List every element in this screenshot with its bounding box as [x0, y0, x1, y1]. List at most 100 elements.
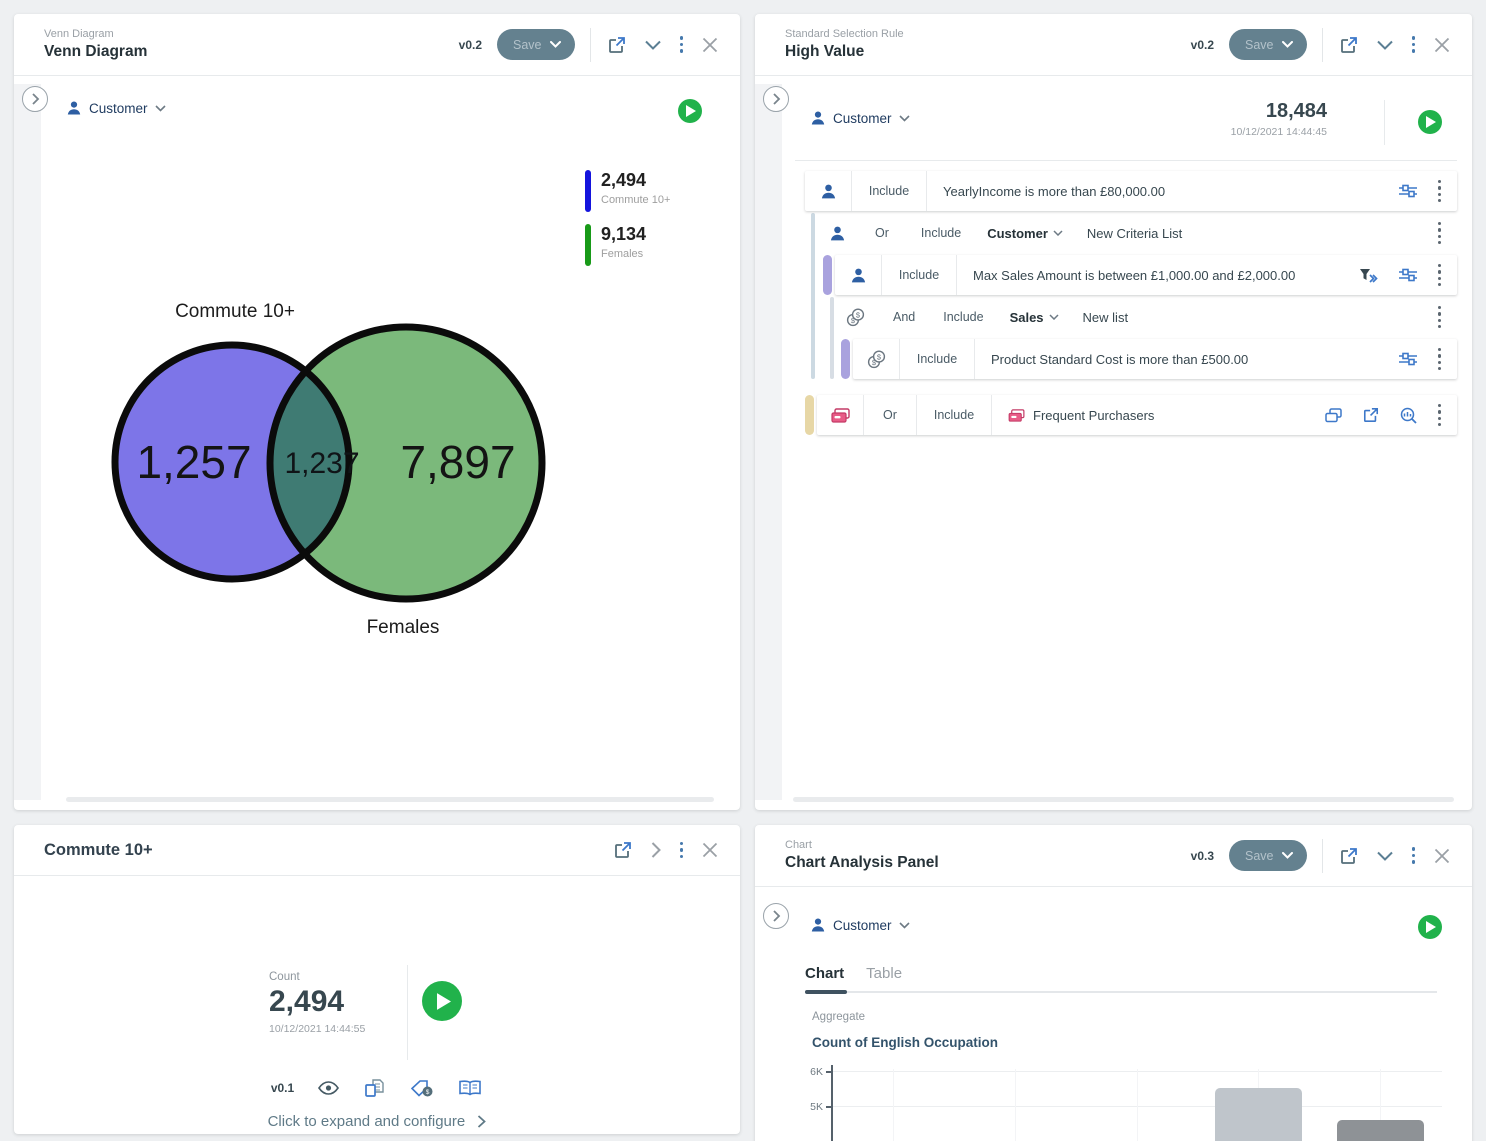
divider — [589, 27, 591, 62]
divider — [1384, 100, 1385, 145]
duplicate-icon[interactable] — [1323, 406, 1344, 425]
legend-swatch-blue — [585, 170, 591, 212]
gridline — [1015, 1069, 1016, 1141]
version-badge: v0.2 — [458, 37, 482, 52]
expand-configure-link[interactable]: Click to expand and configure — [14, 1113, 740, 1130]
more-options-icon[interactable] — [678, 34, 686, 55]
rule-row[interactable]: Include Max Sales Amount is between £1,0… — [823, 255, 1457, 295]
close-icon[interactable] — [700, 840, 720, 860]
open-in-new-icon[interactable] — [1361, 405, 1381, 425]
expand-chevron-icon[interactable] — [649, 840, 663, 860]
bar-series-1[interactable] — [1215, 1088, 1302, 1141]
rule-row[interactable]: Include YearlyIncome is more than £80,00… — [805, 171, 1457, 211]
row-menu-icon[interactable] — [1436, 304, 1443, 331]
page-title: High Value — [785, 43, 865, 60]
venn-right-value: 7,897 — [400, 436, 515, 488]
row-menu-icon[interactable] — [1436, 178, 1443, 205]
count-label: Count — [269, 971, 300, 983]
more-options-icon[interactable] — [1410, 845, 1418, 866]
y-axis-line — [831, 1065, 833, 1141]
operator-label: Or — [883, 408, 897, 422]
commute-panel-header: Commute 10+ — [14, 825, 740, 876]
preview-eye-icon[interactable] — [316, 1079, 341, 1097]
legend-label: Commute 10+ — [601, 194, 671, 206]
svg-text:$: $ — [850, 316, 855, 325]
expand-panel-icon[interactable] — [763, 86, 789, 112]
horizontal-scrollbar[interactable] — [793, 797, 1454, 802]
run-play-button[interactable] — [1418, 915, 1442, 939]
venn-diagram[interactable]: Commute 10+ Females 1,257 1,237 7,897 — [14, 80, 740, 810]
collapse-chevron-icon[interactable] — [643, 38, 663, 52]
run-play-button[interactable] — [422, 981, 462, 1021]
audience-selector[interactable]: Customer — [66, 100, 166, 116]
rule-group-row[interactable]: $ $ And Include Sales New list — [835, 297, 1457, 337]
expand-panel-icon[interactable] — [22, 86, 48, 112]
row-menu-icon[interactable] — [1436, 262, 1443, 289]
insight-search-icon[interactable] — [1398, 405, 1419, 426]
wallet-icon — [830, 407, 850, 423]
collapse-chevron-icon[interactable] — [1375, 38, 1395, 52]
open-book-icon[interactable] — [457, 1078, 483, 1098]
edit-criteria-sliders-icon[interactable] — [1397, 181, 1419, 201]
more-options-icon[interactable] — [678, 840, 686, 861]
chevron-down-icon — [549, 41, 561, 48]
tab-chart[interactable]: Chart — [805, 965, 845, 982]
legend-item-females: 9,134 Females — [585, 224, 670, 266]
open-in-new-icon[interactable] — [1338, 845, 1360, 867]
open-in-new-icon[interactable] — [612, 839, 634, 861]
filter-forward-icon[interactable] — [1357, 266, 1380, 285]
open-in-new-icon[interactable] — [1338, 34, 1360, 56]
audience-label: Customer — [89, 100, 148, 116]
version-badge: v0.2 — [1190, 37, 1214, 52]
page-title: Venn Diagram — [44, 43, 148, 60]
close-icon[interactable] — [700, 35, 720, 55]
panel-selection-rule: Standard Selection Rule High Value v0.2 … — [755, 14, 1472, 810]
audience-selector[interactable]: Customer — [810, 917, 910, 933]
rule-group-row[interactable]: Or Include Customer New Criteria List — [817, 213, 1457, 253]
expand-panel-icon[interactable] — [763, 903, 789, 929]
divider — [1321, 27, 1323, 62]
save-button[interactable]: Save — [1229, 29, 1307, 60]
edit-criteria-sliders-icon[interactable] — [1397, 265, 1419, 285]
svg-text:$: $ — [871, 358, 876, 367]
tab-table[interactable]: Table — [866, 965, 903, 982]
tag-icon[interactable]: $ — [409, 1078, 435, 1099]
row-menu-icon[interactable] — [1436, 220, 1443, 247]
run-play-button[interactable] — [1418, 110, 1442, 134]
person-icon — [67, 101, 81, 115]
venn-right-label: Females — [367, 617, 440, 638]
entity-dropdown[interactable]: Customer — [987, 226, 1063, 241]
venn-legend: 2,494 Commute 10+ 9,134 Females — [585, 170, 670, 266]
count-timestamp: 10/12/2021 14:44:55 — [269, 1023, 366, 1035]
edit-criteria-sliders-icon[interactable] — [1397, 349, 1419, 369]
bar-series-2[interactable] — [1337, 1120, 1424, 1141]
svg-text:$: $ — [426, 1089, 430, 1096]
chart-tabs: Chart Table — [805, 965, 1437, 994]
bar-chart[interactable]: 6K 5K — [755, 1061, 1472, 1141]
save-button[interactable]: Save — [497, 29, 575, 60]
row-menu-icon[interactable] — [1436, 346, 1443, 373]
close-icon[interactable] — [1432, 35, 1452, 55]
panel-chart-analysis: Chart Chart Analysis Panel v0.3 Save — [755, 825, 1472, 1141]
copy-document-icon[interactable] — [363, 1077, 387, 1099]
open-in-new-icon[interactable] — [606, 34, 628, 56]
chart-panel-header: Chart Chart Analysis Panel v0.3 Save — [755, 825, 1472, 887]
close-icon[interactable] — [1432, 846, 1452, 866]
horizontal-scrollbar[interactable] — [66, 797, 714, 802]
rules-list: Include YearlyIncome is more than £80,00… — [805, 171, 1457, 435]
collapse-chevron-icon[interactable] — [1375, 849, 1395, 863]
run-play-button[interactable] — [678, 99, 702, 123]
tab-track — [805, 990, 1437, 994]
panel-type-label: Chart — [785, 839, 812, 851]
panel-commute: Commute 10+ Count 2,494 10/12/2021 14:44… — [14, 825, 740, 1134]
row-menu-icon[interactable] — [1436, 402, 1443, 429]
audience-selector[interactable]: Customer — [810, 110, 910, 126]
rule-row[interactable]: Or Include Frequent Purchasers — [805, 395, 1457, 435]
gridline — [1380, 1069, 1381, 1141]
criteria-text: Frequent Purchasers — [1033, 407, 1155, 423]
entity-dropdown[interactable]: Sales — [1010, 310, 1059, 325]
rule-row[interactable]: $ $ Include Product Standard Cost is more… — [841, 339, 1457, 379]
save-button[interactable]: Save — [1229, 840, 1307, 871]
more-options-icon[interactable] — [1410, 34, 1418, 55]
